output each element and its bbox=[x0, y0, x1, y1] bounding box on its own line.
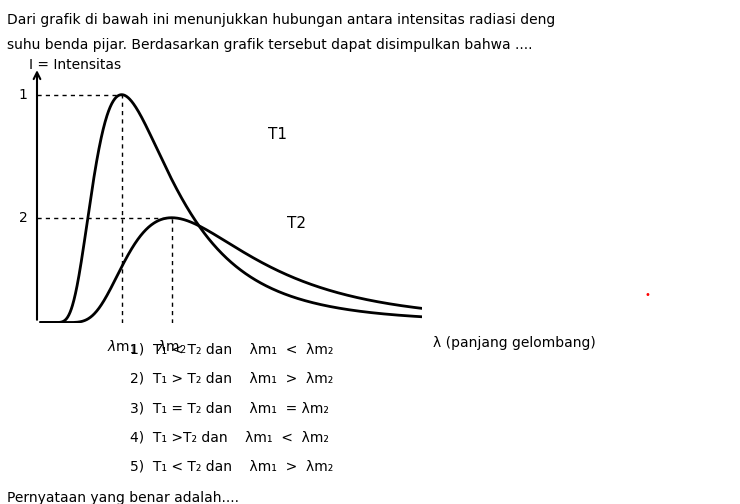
Text: λ (panjang gelombang): λ (panjang gelombang) bbox=[434, 336, 596, 350]
Text: Dari grafik di bawah ini menunjukkan hubungan antara intensitas radiasi deng: Dari grafik di bawah ini menunjukkan hub… bbox=[7, 13, 556, 27]
Text: 5)  T₁ < T₂ dan    λm₁  >  λm₂: 5) T₁ < T₂ dan λm₁ > λm₂ bbox=[130, 460, 333, 474]
Text: 2: 2 bbox=[18, 211, 27, 225]
Text: $\lambda$m$_1$: $\lambda$m$_1$ bbox=[107, 339, 136, 356]
Text: 1: 1 bbox=[18, 88, 27, 102]
Text: T1: T1 bbox=[268, 127, 287, 142]
Text: 3)  T₁ = T₂ dan    λm₁  = λm₂: 3) T₁ = T₂ dan λm₁ = λm₂ bbox=[130, 401, 329, 415]
Text: •: • bbox=[645, 290, 650, 300]
Text: T2: T2 bbox=[287, 216, 306, 231]
Text: suhu benda pijar. Berdasarkan grafik tersebut dapat disimpulkan bahwa ....: suhu benda pijar. Berdasarkan grafik ter… bbox=[7, 38, 533, 52]
Text: I = Intensitas: I = Intensitas bbox=[30, 58, 121, 72]
Text: 4)  T₁ >T₂ dan    λm₁  <  λm₂: 4) T₁ >T₂ dan λm₁ < λm₂ bbox=[130, 430, 329, 445]
Text: 2)  T₁ > T₂ dan    λm₁  >  λm₂: 2) T₁ > T₂ dan λm₁ > λm₂ bbox=[130, 372, 333, 386]
Text: 1)  T₁ < T₂ dan    λm₁  <  λm₂: 1) T₁ < T₂ dan λm₁ < λm₂ bbox=[130, 343, 333, 357]
Text: Pernyataan yang benar adalah....: Pernyataan yang benar adalah.... bbox=[7, 491, 240, 504]
Text: $\lambda$m$_2$: $\lambda$m$_2$ bbox=[157, 339, 186, 356]
